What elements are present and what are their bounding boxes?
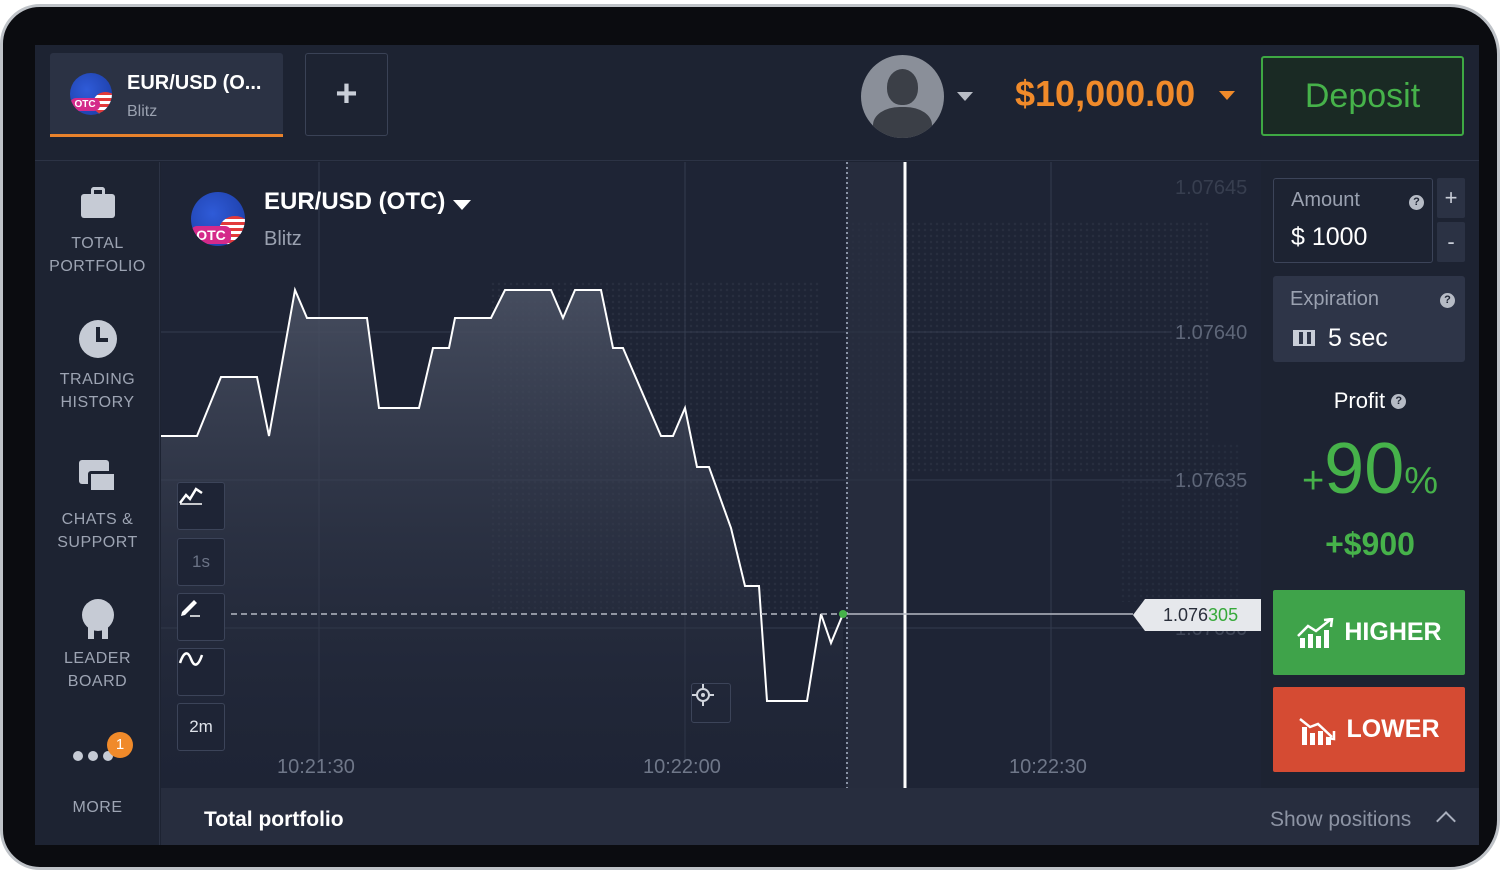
- expiration-zone: [846, 162, 906, 788]
- asset-tab-name: EUR/USD (O...: [127, 72, 262, 94]
- sidebar-item-trading-history[interactable]: TRADING HISTORY: [35, 320, 160, 414]
- sidebar-item-total-portfolio[interactable]: TOTAL PORTFOLIO: [35, 184, 160, 278]
- world-map-dots: [851, 222, 1211, 472]
- price-axis-label: 1.07635: [1175, 470, 1248, 492]
- draw-tools-button[interactable]: [177, 593, 225, 641]
- amount-value: $ 1000: [1291, 223, 1368, 251]
- sidebar: TOTAL PORTFOLIO TRADING HISTORY CHATS & …: [35, 162, 160, 845]
- briefcase-icon: [79, 184, 117, 222]
- deposit-button[interactable]: Deposit: [1261, 56, 1464, 136]
- sidebar-item-label: BOARD: [67, 673, 128, 690]
- expiration-help-icon[interactable]: ?: [1440, 293, 1455, 308]
- time-axis-label: 10:22:00: [643, 756, 721, 778]
- sidebar-item-label: LEADER: [63, 650, 132, 667]
- current-price-prefix: 1.076: [1163, 605, 1209, 625]
- lower-label: LOWER: [1346, 715, 1440, 743]
- higher-label: HIGHER: [1344, 618, 1442, 646]
- asset-tab[interactable]: OTC EUR/USD (O... Blitz: [50, 53, 283, 137]
- chart-asset-name[interactable]: EUR/USD (OTC): [264, 188, 446, 215]
- price-area: [161, 290, 843, 788]
- more-dots-icon[interactable]: [73, 748, 123, 764]
- current-price-suffix: 305: [1208, 605, 1239, 625]
- sidebar-item-leaderboard[interactable]: LEADER BOARD: [35, 599, 160, 693]
- chart-asset-sub: Blitz: [264, 228, 302, 250]
- sidebar-item-more[interactable]: MORE: [72, 799, 123, 816]
- balance-chevron-down-icon[interactable]: [1219, 91, 1235, 100]
- time-axis-label: 10:22:30: [1009, 756, 1087, 778]
- asset-tab-sub: Blitz: [127, 103, 158, 120]
- center-chart-button[interactable]: [691, 683, 731, 723]
- sidebar-item-chats-support[interactable]: CHATS & SUPPORT: [35, 460, 160, 554]
- bottom-bar: Total portfolio Show positions: [161, 788, 1479, 845]
- chart-type-button[interactable]: [177, 482, 225, 530]
- pencil-icon: [181, 600, 200, 617]
- add-asset-button[interactable]: +: [305, 53, 388, 136]
- sidebar-item-label: PORTFOLIO: [49, 258, 146, 275]
- app-screen: OTC EUR/USD (O... Blitz + $10,000.00 Dep…: [35, 45, 1479, 845]
- trend-up-icon: [1297, 617, 1334, 648]
- price-line: [161, 286, 844, 702]
- price-chart[interactable]: OTC EUR/USD (OTC) Blitz 1.07645 1.07640 …: [161, 162, 1261, 788]
- avatar[interactable]: [861, 55, 944, 138]
- current-price-tag: 1.076305: [1133, 599, 1261, 631]
- crosshair-icon: [692, 684, 714, 706]
- chart-canvas: [161, 162, 1241, 788]
- profit-help-icon[interactable]: ?: [1391, 394, 1407, 409]
- profit-percent-value: 90: [1324, 429, 1405, 509]
- timeframe-button[interactable]: 1s: [177, 538, 225, 586]
- amount-input[interactable]: Amount ? $ 1000: [1273, 178, 1433, 263]
- higher-button[interactable]: HIGHER: [1273, 590, 1465, 675]
- balance[interactable]: $10,000.00: [1015, 73, 1196, 114]
- amount-label: Amount: [1291, 189, 1360, 211]
- current-price-dot: [839, 610, 847, 618]
- expiration-label: Expiration: [1290, 288, 1379, 310]
- clock-icon: [78, 320, 117, 358]
- trade-panel: Amount ? $ 1000 + - Expiration ? 5 sec P…: [1261, 162, 1479, 788]
- world-map-dots: [1121, 442, 1241, 602]
- sidebar-item-label: CHATS &: [61, 511, 134, 528]
- total-portfolio-title: Total portfolio: [204, 808, 344, 831]
- expiration-value: 5 sec: [1328, 324, 1388, 352]
- amount-increase-button[interactable]: +: [1437, 178, 1465, 218]
- chat-icon: [78, 460, 117, 498]
- indicator-icon: [178, 652, 204, 666]
- sidebar-item-label: HISTORY: [60, 394, 135, 411]
- amount-help-icon[interactable]: ?: [1409, 195, 1424, 210]
- sidebar-item-label: SUPPORT: [57, 534, 138, 551]
- profit-percent-unit: %: [1404, 460, 1439, 502]
- asset-chevron-down-icon[interactable]: [453, 200, 471, 210]
- expiration-selector[interactable]: Expiration ? 5 sec: [1273, 276, 1465, 362]
- price-axis-label: 1.07640: [1175, 322, 1248, 344]
- profit-label: Profit ?: [1261, 388, 1479, 414]
- chevron-up-icon[interactable]: [1436, 811, 1456, 831]
- notification-badge: 1: [107, 732, 133, 758]
- indicators-button[interactable]: [177, 648, 225, 696]
- checkered-flag-icon: [1293, 330, 1315, 346]
- profit-amount: +$900: [1325, 526, 1415, 562]
- price-axis-label: 1.07645: [1175, 177, 1248, 199]
- profit-percent: +90%: [1261, 428, 1479, 510]
- range-button[interactable]: 2m: [177, 703, 225, 751]
- profit-label-text: Profit: [1333, 388, 1386, 413]
- amount-decrease-button[interactable]: -: [1437, 222, 1465, 262]
- trend-down-icon: [1299, 717, 1336, 745]
- medal-icon: [79, 599, 117, 639]
- phone-frame: OTC EUR/USD (O... Blitz + $10,000.00 Dep…: [0, 4, 1500, 870]
- active-tab-indicator: [50, 134, 283, 137]
- time-axis-label: 10:21:30: [277, 756, 355, 778]
- show-positions-link[interactable]: Show positions: [1270, 808, 1412, 831]
- otc-badge: OTC: [70, 98, 100, 111]
- sidebar-item-label: TRADING: [59, 371, 136, 388]
- top-bar: OTC EUR/USD (O... Blitz + $10,000.00 Dep…: [35, 45, 1479, 161]
- lower-button[interactable]: LOWER: [1273, 687, 1465, 772]
- profit-percent-sign: +: [1301, 460, 1325, 502]
- profile-chevron-down-icon[interactable]: [957, 92, 973, 101]
- eur-usd-flag-icon: OTC: [191, 192, 245, 246]
- chart-type-icon: [179, 487, 203, 505]
- eur-usd-flag-icon: OTC: [70, 73, 112, 115]
- sidebar-item-label: TOTAL: [71, 235, 124, 252]
- otc-badge: OTC: [191, 226, 231, 244]
